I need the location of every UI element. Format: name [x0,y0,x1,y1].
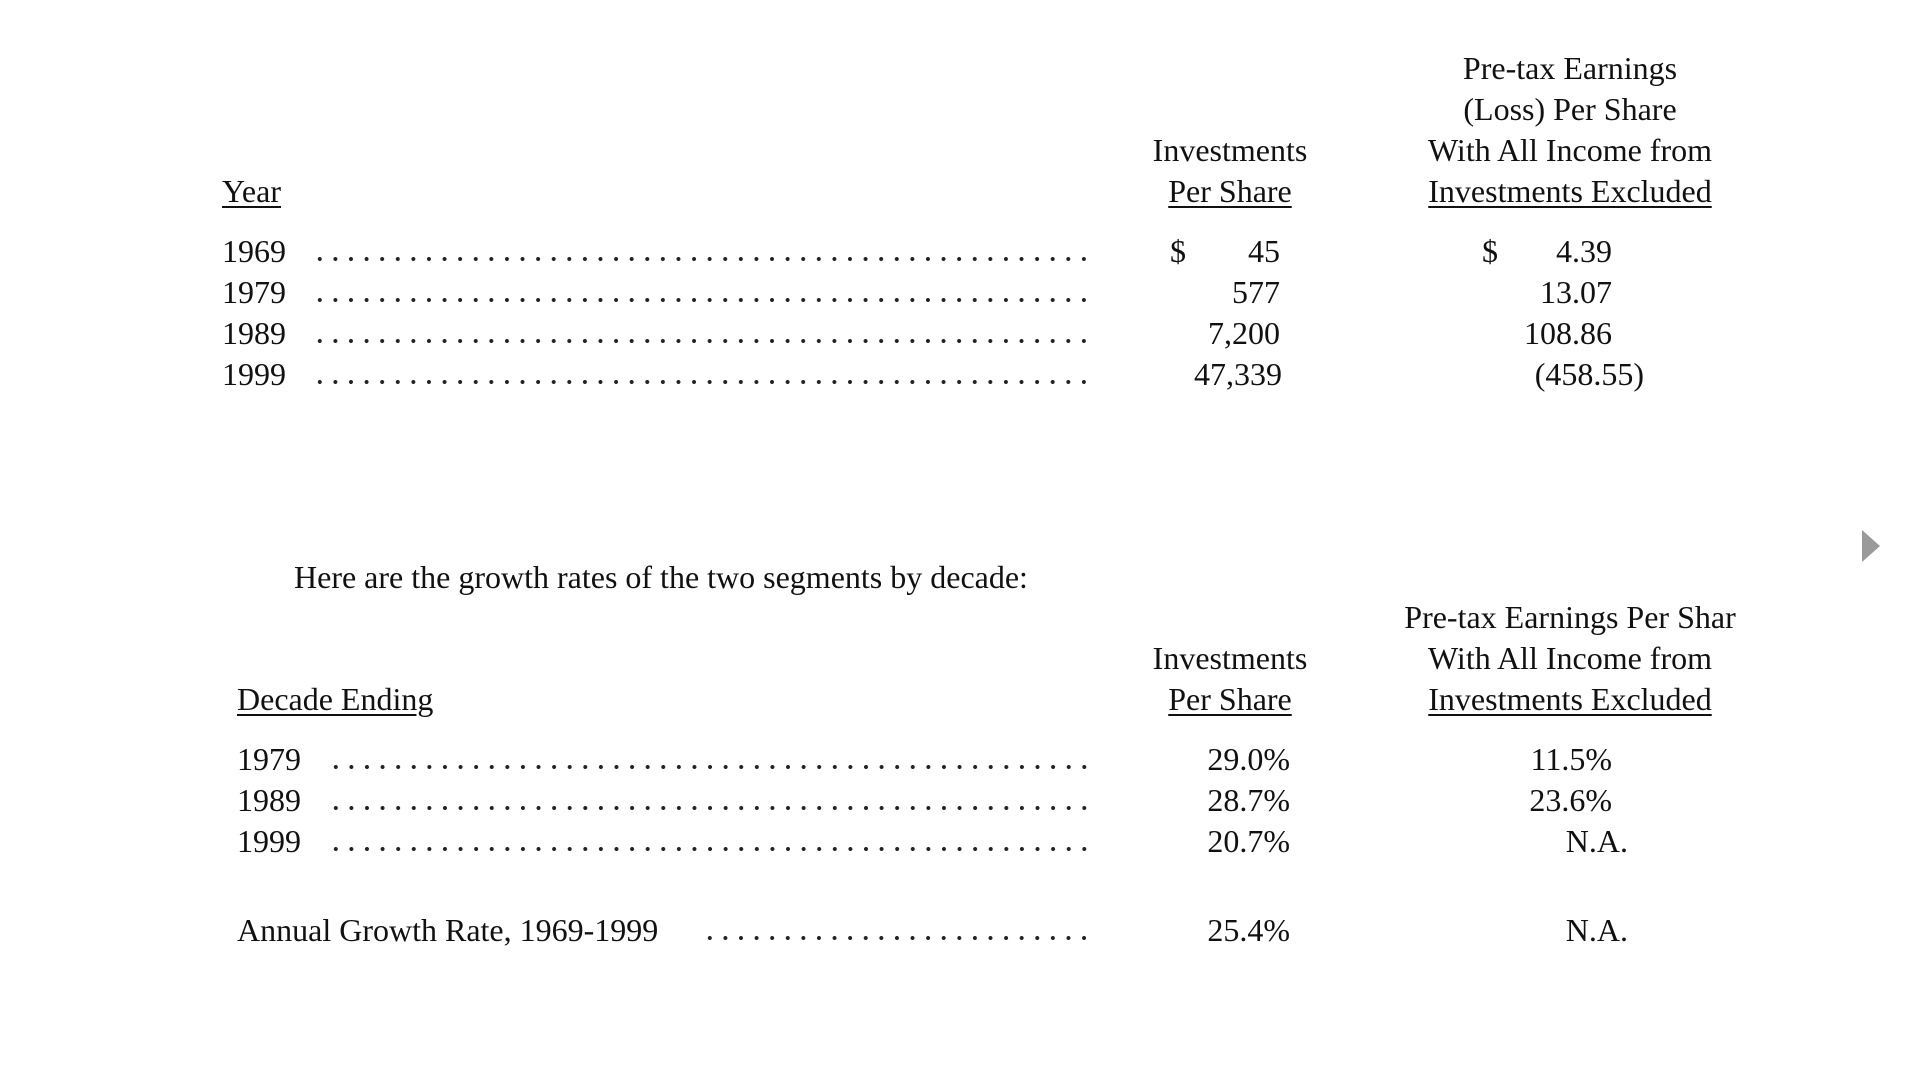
table-row-year: 1999 [222,356,286,392]
annual-earnings-rate: N.A. [1565,912,1628,948]
earnings-header-line2: (Loss) Per Share [1463,91,1677,127]
earnings-header-line1: Pre-tax Earnings [1462,50,1678,86]
earnings-value: (458.55) [1534,356,1644,392]
investments-header-line1: Investments [1152,132,1308,168]
earnings-value: 4.39 [1556,233,1612,269]
currency-sign: $ [1170,233,1186,269]
dot-leader [312,297,1092,303]
table-row-year: 1989 [222,315,286,351]
earnings-header-line2: With All Income from [1428,640,1712,676]
next-page-arrow-icon[interactable] [1862,530,1880,562]
investments-value: 45 [1248,233,1280,269]
investments-value: 47,339 [1194,356,1282,392]
table-row-year: 1979 [222,274,286,310]
dot-leader [328,805,1092,811]
earnings-value: 108.86 [1524,315,1612,351]
table-row-year: 1969 [222,233,286,269]
dot-leader [702,935,1092,941]
earnings-value: 13.07 [1540,274,1612,310]
dot-leader [328,846,1092,852]
investments-rate: 29.0% [1207,741,1290,777]
currency-sign: $ [1482,233,1498,269]
investments-header-line1: Investments [1152,640,1308,676]
annual-investments-rate: 25.4% [1207,912,1290,948]
earnings-header-line1: Pre-tax Earnings Per Shar [1404,599,1736,635]
earnings-header-line3: With All Income from [1428,132,1712,168]
earnings-header-line3: Investments Excluded [1428,681,1712,717]
decade-header: Decade Ending [237,681,434,717]
investments-value: 577 [1232,274,1280,310]
investments-header-line2: Per Share [1168,681,1292,717]
table-row-decade: 1989 [237,782,301,818]
table-row-decade: 1999 [237,823,301,859]
intro-paragraph: Here are the growth rates of the two seg… [294,559,1028,595]
earnings-header-line4: Investments Excluded [1428,173,1712,209]
dot-leader [328,764,1092,770]
investments-header-line2: Per Share [1168,173,1292,209]
dot-leader [312,256,1092,262]
table-row-decade: 1979 [237,741,301,777]
investments-rate: 28.7% [1207,782,1290,818]
earnings-rate: N.A. [1565,823,1628,859]
year-header: Year [222,173,281,209]
dot-leader [312,338,1092,344]
earnings-rate: 23.6% [1529,782,1612,818]
investments-value: 7,200 [1208,315,1280,351]
annual-growth-label: Annual Growth Rate, 1969-1999 [237,912,659,948]
investments-rate: 20.7% [1207,823,1290,859]
dot-leader [312,379,1092,385]
earnings-rate: 11.5% [1530,741,1612,777]
